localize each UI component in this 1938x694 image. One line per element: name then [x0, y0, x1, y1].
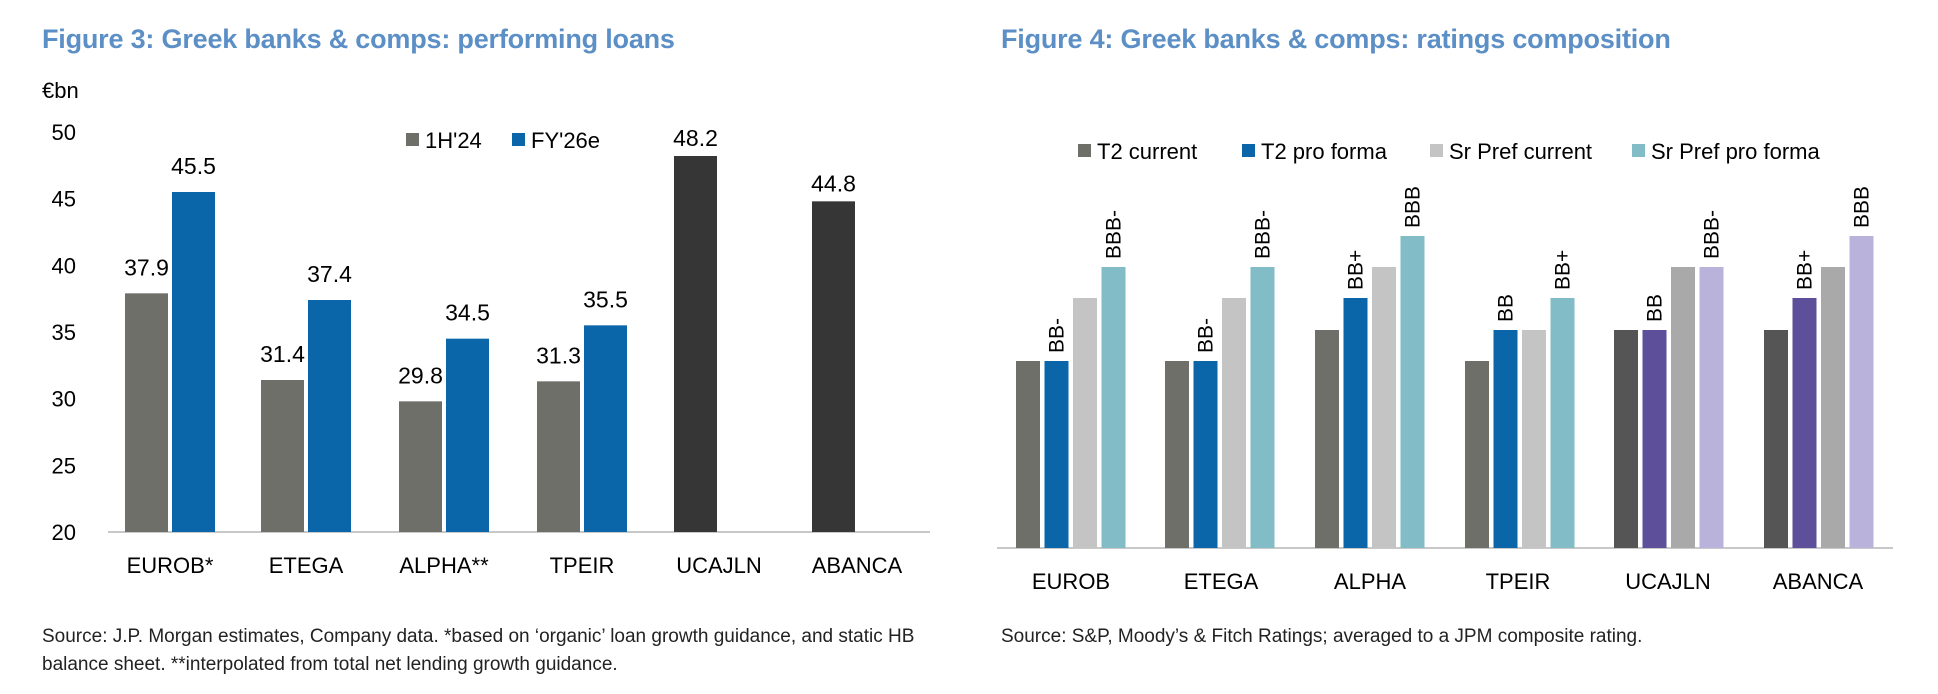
data-label: 44.8 — [811, 170, 856, 196]
data-label: 29.8 — [398, 362, 443, 388]
bar-sr-pref-pro-forma — [1250, 267, 1275, 548]
x-tick-label: ALPHA** — [399, 553, 489, 578]
bar-t2-pro-forma — [1044, 361, 1069, 548]
bar-sr-pref-pro-forma — [1849, 236, 1874, 548]
rating-label: BB+ — [1345, 250, 1368, 290]
bar-t2-current — [1165, 361, 1189, 548]
y-axis-unit-label: €bn — [42, 78, 79, 103]
legend-swatch-t2-pro-forma — [1242, 144, 1255, 157]
rating-label: BBB- — [1103, 210, 1126, 259]
rating-label: BB — [1495, 294, 1518, 322]
bar-t2-current — [1614, 330, 1638, 548]
legend-label-fy26e: FY'26e — [531, 128, 600, 153]
bar-fy26e — [308, 300, 351, 532]
legend-label-sr-pref-pro-forma: Sr Pref pro forma — [1651, 139, 1820, 164]
bar-sr-pref-current — [1522, 330, 1546, 548]
legend-swatch-fy26e — [512, 133, 525, 146]
x-tick-label: TPEIR — [1486, 569, 1551, 594]
rating-label: BB+ — [1794, 250, 1817, 290]
bar-t2-pro-forma — [1642, 330, 1667, 548]
bar-t2-pro-forma — [1493, 330, 1518, 548]
bar-sr-pref-current — [1821, 267, 1845, 548]
bar-fy26e — [172, 192, 215, 532]
bar-t2-current — [1465, 361, 1489, 548]
rating-label: BBB — [1851, 186, 1874, 228]
y-tick-label: 40 — [52, 253, 76, 278]
data-label: 31.4 — [260, 341, 305, 367]
bar-fy26e — [446, 338, 489, 532]
legend-swatch-t2-current — [1078, 144, 1091, 157]
ratings-composition-chart: EUROB BB- BBB- ETEGA BB- BBB- ALPHA BB+ BBB TPEIR… — [997, 139, 1893, 594]
legend-label-1h24: 1H'24 — [425, 128, 482, 153]
figure3-title: Figure 3: Greek banks & comps: performin… — [42, 24, 675, 54]
y-tick-label: 20 — [52, 520, 76, 545]
x-tick-label: ETEGA — [269, 553, 344, 578]
y-tick-label: 30 — [52, 387, 76, 412]
rating-label: BBB — [1402, 186, 1425, 228]
y-tick-label: 25 — [52, 453, 76, 478]
legend-swatch-sr-pref-pro-forma — [1632, 144, 1645, 157]
legend-swatch-1h24 — [406, 133, 419, 146]
bar-1h24 — [399, 401, 442, 532]
bar-comparable — [674, 156, 717, 532]
bar-sr-pref-pro-forma — [1101, 267, 1126, 548]
bar-t2-current — [1016, 361, 1040, 548]
bar-1h24 — [537, 381, 580, 532]
bar-sr-pref-current — [1222, 298, 1246, 548]
bar-t2-pro-forma — [1792, 298, 1817, 548]
bar-comparable — [812, 201, 855, 533]
bar-t2-pro-forma — [1193, 361, 1218, 548]
bar-sr-pref-current — [1073, 298, 1097, 548]
rating-label: BB- — [1195, 318, 1218, 353]
data-label: 31.3 — [536, 342, 581, 368]
x-tick-label: UCAJLN — [676, 553, 762, 578]
bar-t2-pro-forma — [1343, 298, 1368, 548]
data-label: 37.4 — [307, 261, 352, 287]
data-label: 48.2 — [673, 125, 718, 151]
bar-1h24 — [261, 380, 304, 532]
y-tick-label: 45 — [52, 187, 76, 212]
rating-label: BB- — [1046, 318, 1069, 353]
bar-sr-pref-current — [1671, 267, 1695, 548]
data-label: 37.9 — [124, 254, 169, 280]
x-tick-label: TPEIR — [550, 553, 615, 578]
data-label: 34.5 — [445, 300, 490, 326]
rating-label: BB — [1644, 294, 1667, 322]
bar-sr-pref-pro-forma — [1699, 267, 1724, 548]
rating-label: BBB- — [1252, 210, 1275, 259]
x-tick-label: UCAJLN — [1625, 569, 1711, 594]
figure3-source: Source: J.P. Morgan estimates, Company d… — [42, 626, 915, 675]
bar-1h24 — [125, 293, 168, 532]
y-tick-label: 50 — [52, 120, 76, 145]
bar-sr-pref-current — [1372, 267, 1396, 548]
x-tick-label: ABANCA — [1773, 569, 1864, 594]
x-tick-label: ALPHA — [1334, 569, 1406, 594]
x-tick-label: EUROB — [1032, 569, 1110, 594]
legend-label-t2-pro-forma: T2 pro forma — [1261, 139, 1388, 164]
figure4-title: Figure 4: Greek banks & comps: ratings c… — [1001, 24, 1671, 54]
x-tick-label: ETEGA — [1184, 569, 1259, 594]
data-label: 35.5 — [583, 286, 628, 312]
x-tick-label: EUROB* — [127, 553, 214, 578]
figure4-source: Source: S&P, Moody’s & Fitch Ratings; av… — [1001, 626, 1643, 647]
x-tick-label: ABANCA — [812, 553, 903, 578]
bar-sr-pref-pro-forma — [1400, 236, 1425, 548]
bar-t2-current — [1764, 330, 1788, 548]
legend-swatch-sr-pref-current — [1430, 144, 1443, 157]
bar-sr-pref-pro-forma — [1550, 298, 1575, 548]
bar-t2-current — [1315, 330, 1339, 548]
performing-loans-chart: €bn 20 25 30 35 40 45 50 EUROB* 37.9 45.5 ETEGA 31.4… — [42, 78, 930, 578]
bar-fy26e — [584, 325, 627, 532]
rating-label: BBB- — [1701, 210, 1724, 259]
y-tick-label: 35 — [52, 320, 76, 345]
rating-label: BB+ — [1552, 250, 1575, 290]
data-label: 45.5 — [171, 153, 216, 179]
legend-label-sr-pref-current: Sr Pref current — [1449, 139, 1592, 164]
legend-label-t2-current: T2 current — [1097, 139, 1197, 164]
